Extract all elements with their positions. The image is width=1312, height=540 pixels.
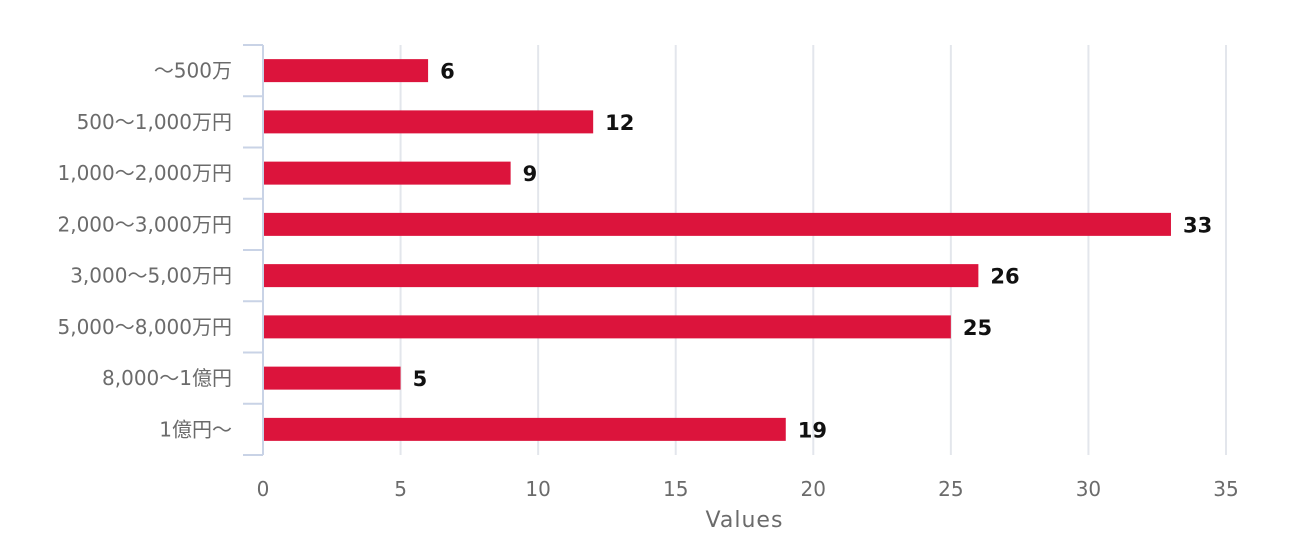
bar [264,417,786,441]
category-label: 2,000〜3,000万円 [57,212,232,236]
data-label: 6 [440,60,455,84]
bar [264,59,429,83]
category-label: 3,000〜5,00万円 [70,264,232,288]
category-labels: 〜500万 500〜1,000万円 1,000〜2,000万円 2,000〜3,000… [57,59,232,442]
category-label: 8,000〜1億円 [102,366,232,390]
category-label: 1,000〜2,000万円 [57,161,232,185]
category-label: 〜500万 [154,59,232,83]
x-tick-label: 20 [801,477,826,501]
bars [264,59,1171,441]
data-label: 9 [523,162,538,186]
data-label: 12 [605,111,634,135]
x-tick-label: 30 [1076,477,1101,501]
category-label: 1億円〜 [159,417,232,441]
bar [264,264,979,288]
data-labels: 6 12 9 33 26 25 5 19 [413,60,1213,443]
bar [264,366,401,390]
x-tick-label: 10 [525,477,550,501]
x-tick-label: 25 [938,477,963,501]
x-tick-label: 0 [257,477,270,501]
data-label: 26 [990,265,1019,289]
x-tick-label: 15 [663,477,688,501]
bar [264,110,594,134]
x-tick-labels: 0 5 10 15 20 25 30 35 [257,477,1239,501]
data-label: 19 [798,418,827,442]
category-label: 5,000〜8,000万円 [57,315,232,339]
data-label: 25 [963,316,992,340]
bar [264,315,951,339]
x-tick-label: 5 [394,477,407,501]
x-axis-title: Values [706,508,784,533]
data-label: 33 [1183,213,1212,237]
vertical-grid [399,45,1227,455]
x-tick-label: 35 [1213,477,1238,501]
bar [264,161,511,185]
bar [264,212,1171,236]
data-label: 5 [413,367,428,391]
category-label: 500〜1,000万円 [77,110,232,134]
axes [243,44,264,456]
